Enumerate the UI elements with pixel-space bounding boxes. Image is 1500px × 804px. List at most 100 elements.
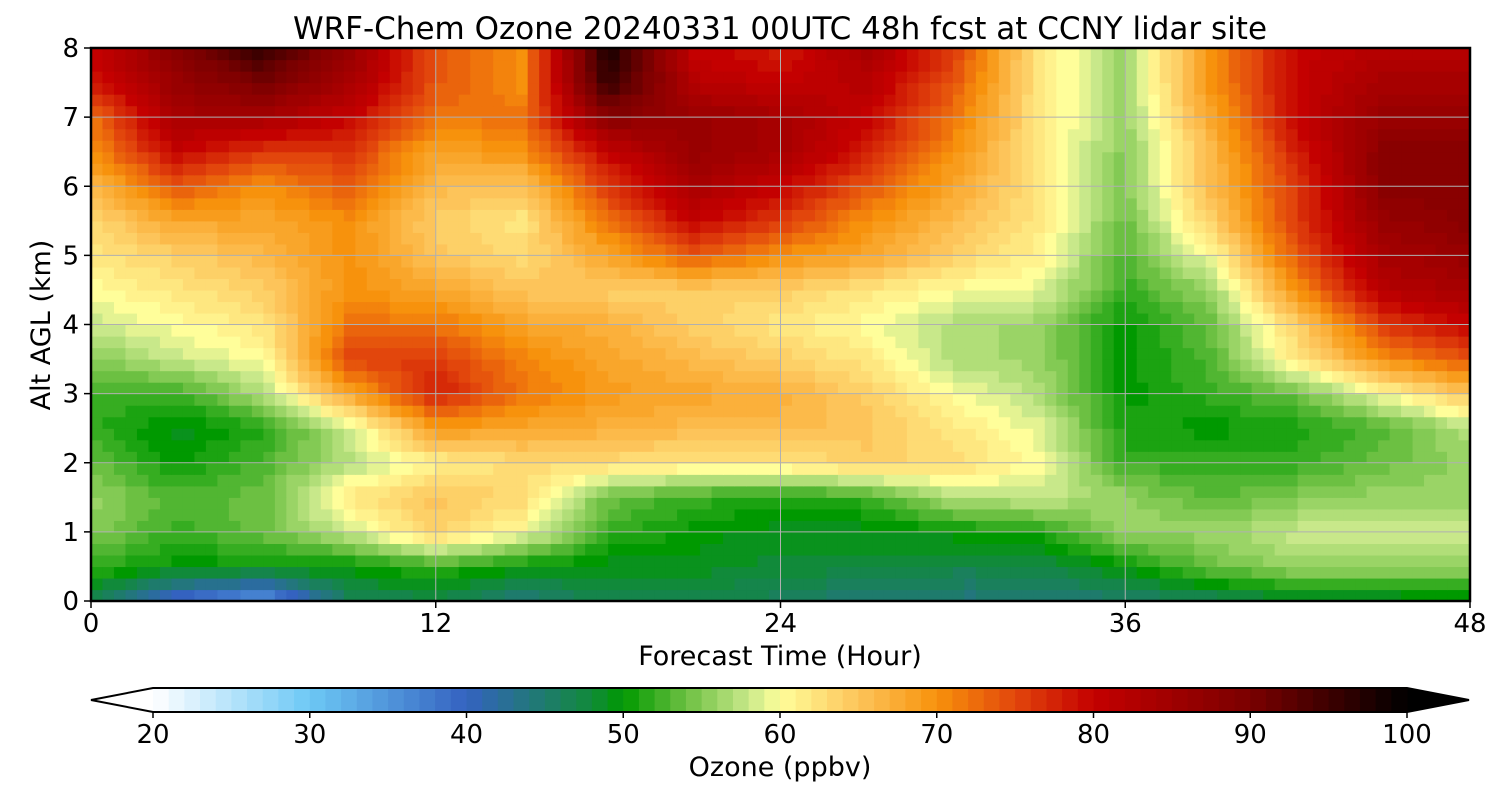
field-cell xyxy=(814,128,828,141)
field-cell xyxy=(619,151,632,164)
field-cell xyxy=(1171,508,1184,521)
field-cell xyxy=(952,186,965,199)
field-cell xyxy=(1010,197,1023,210)
field-cell xyxy=(941,347,954,360)
field-cell xyxy=(1010,359,1023,372)
field-cell xyxy=(1458,405,1471,418)
field-cell xyxy=(251,508,264,521)
field-cell xyxy=(757,531,770,544)
field-cell xyxy=(1401,359,1414,372)
field-cell xyxy=(263,589,276,602)
field-cell xyxy=(493,520,506,533)
field-cell xyxy=(1136,336,1149,349)
field-cell xyxy=(113,289,127,303)
field-cell xyxy=(1320,382,1333,395)
field-cell xyxy=(998,163,1011,176)
field-cell xyxy=(424,312,437,326)
field-cell xyxy=(746,439,759,452)
field-cell xyxy=(113,439,127,452)
field-cell xyxy=(1424,278,1437,291)
field-cell xyxy=(929,485,942,498)
field-cell xyxy=(1044,508,1057,521)
field-cell xyxy=(332,289,345,303)
field-cell xyxy=(1251,163,1264,176)
field-cell xyxy=(251,520,264,533)
field-cell xyxy=(102,543,115,556)
field-cell xyxy=(91,301,104,314)
field-cell xyxy=(320,508,333,521)
field-cell xyxy=(171,347,184,360)
field-cell xyxy=(539,197,552,210)
field-cell xyxy=(1079,278,1092,291)
field-cell xyxy=(1102,347,1115,360)
field-cell xyxy=(1033,393,1046,406)
field-cell xyxy=(791,393,805,406)
field-cell xyxy=(320,589,333,602)
field-cell xyxy=(527,416,540,429)
field-cell xyxy=(677,163,690,176)
field-cell xyxy=(1148,589,1161,602)
field-cell xyxy=(1033,416,1046,429)
field-cell xyxy=(527,382,540,395)
field-cell xyxy=(723,255,736,268)
field-cell xyxy=(194,278,207,291)
field-cell xyxy=(355,266,368,280)
field-cell xyxy=(1343,289,1356,303)
field-cell xyxy=(1263,312,1276,326)
field-cell xyxy=(608,243,621,256)
field-cell xyxy=(228,382,241,395)
field-cell xyxy=(1251,324,1264,337)
field-cell xyxy=(1194,312,1207,326)
field-cell xyxy=(182,451,196,464)
field-cell xyxy=(91,554,104,568)
field-cell xyxy=(688,278,701,291)
field-cell xyxy=(619,163,632,176)
field-cell xyxy=(1079,520,1092,533)
field-cell xyxy=(493,209,506,222)
field-cell xyxy=(251,163,264,176)
field-cell xyxy=(504,416,517,429)
field-cell xyxy=(952,197,965,210)
field-cell xyxy=(297,301,310,314)
field-cell xyxy=(159,405,173,418)
field-cell xyxy=(1021,462,1034,475)
field-cell xyxy=(1355,485,1368,498)
field-cell xyxy=(1010,266,1023,280)
field-cell xyxy=(1378,220,1391,233)
field-cell xyxy=(619,243,632,256)
field-cell xyxy=(458,255,471,268)
field-cell xyxy=(1401,451,1414,464)
field-cell xyxy=(1056,255,1069,268)
field-cell xyxy=(769,451,782,464)
field-cell xyxy=(665,508,678,521)
field-cell xyxy=(941,220,954,233)
field-cell xyxy=(516,382,529,395)
field-cell xyxy=(746,266,759,280)
field-cell xyxy=(1182,359,1195,372)
field-cell xyxy=(458,485,471,498)
field-cell xyxy=(136,209,150,222)
field-cell xyxy=(608,497,621,510)
field-cell xyxy=(366,174,379,187)
field-cell xyxy=(1044,589,1057,602)
field-cell xyxy=(585,359,598,372)
field-cell xyxy=(1194,393,1207,406)
field-cell xyxy=(906,347,919,360)
field-cell xyxy=(631,220,644,233)
field-cell xyxy=(194,232,207,245)
field-cell xyxy=(746,428,759,441)
field-cell xyxy=(573,289,586,303)
field-cell xyxy=(688,531,701,544)
field-cell xyxy=(585,428,598,441)
field-cell xyxy=(1286,577,1299,591)
field-cell xyxy=(1435,163,1448,176)
field-cell xyxy=(665,577,678,591)
field-cell xyxy=(470,531,483,544)
field-cell xyxy=(159,474,173,487)
field-cell xyxy=(240,554,253,568)
field-cell xyxy=(217,566,230,579)
field-cell xyxy=(964,416,977,429)
field-cell xyxy=(1251,359,1264,372)
field-cell xyxy=(769,324,782,337)
field-cell xyxy=(803,439,816,452)
